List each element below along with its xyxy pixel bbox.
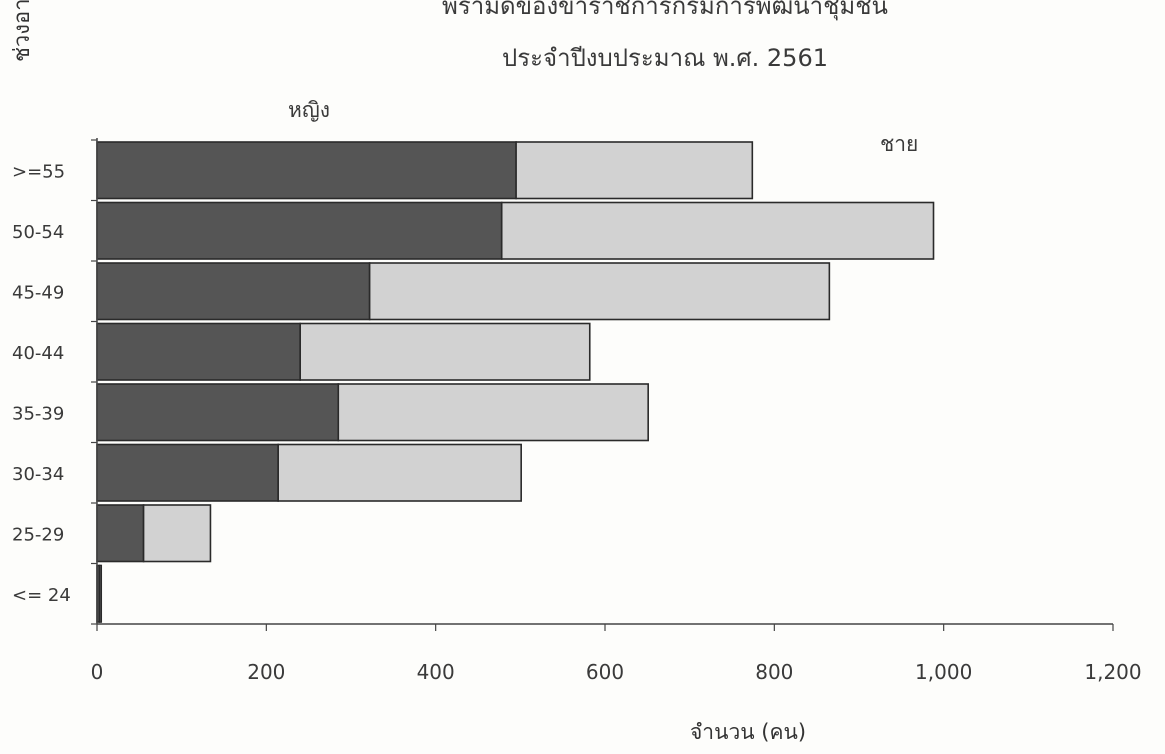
bar-male-0 [515,141,754,200]
bar-male-4 [337,383,649,442]
bar-male-5 [277,443,522,502]
x-tick-label-0: 0 [91,660,104,684]
y-tick-label-2: 45-49 [12,282,64,303]
x-tick-label-4: 800 [755,660,793,684]
bar-male-1 [500,201,935,260]
bar-female-2 [96,262,371,321]
bar-female-1 [96,201,503,260]
bar-female-3 [96,322,301,381]
bar-female-5 [96,443,279,502]
y-tick-label-1: 50-54 [12,222,64,243]
x-tick-label-6: 1,200 [1084,660,1141,684]
legend-female-label: หญิง [288,98,330,122]
y-tick-label-3: 40-44 [12,343,64,364]
bar-female-6 [96,504,145,563]
bar-male-6 [142,504,212,563]
y-tick-label-5: 30-34 [12,464,64,485]
y-tick-label-7: <= 24 [12,585,71,606]
x-axis-label: จำนวน (คน) [690,720,807,744]
x-tick-label-2: 400 [417,660,455,684]
x-tick-label-1: 200 [247,660,285,684]
y-tick-label-0: >=55 [12,161,65,182]
y-tick-label-4: 35-39 [12,403,64,424]
legend-male-label: ชาย [880,132,919,156]
bar-male-2 [368,262,831,321]
x-tick-label-5: 1,000 [915,660,972,684]
bar-male-3 [299,322,591,381]
chart-title-line-1: พีรามิดของข้าราชการกรมการพัฒนาชุมชน [442,0,888,20]
bar-female-4 [96,383,340,442]
chart-title-line-2: ประจำปีงบประมาณ พ.ศ. 2561 [502,44,828,72]
bar-male-7 [98,564,103,623]
y-tick-label-6: 25-29 [12,524,64,545]
bar-female-0 [96,141,517,200]
x-tick-label-3: 600 [586,660,624,684]
